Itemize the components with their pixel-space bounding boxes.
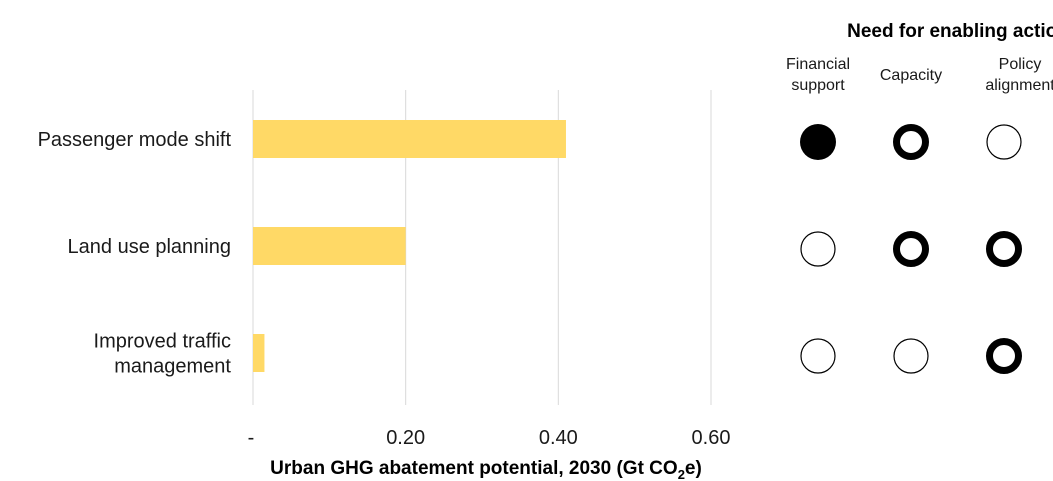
x-tick-labels: - 0.20 0.40 0.60 xyxy=(248,427,731,449)
indicator-r0-c1-thick_ring xyxy=(893,124,929,160)
bar-1 xyxy=(253,227,406,265)
enabling-panel-title: Need for enabling action xyxy=(847,21,1053,42)
column-header-2-1: alignment xyxy=(985,77,1053,94)
bar-2 xyxy=(253,334,265,372)
column-header-2-0: Policy xyxy=(999,56,1042,73)
x-tick-label-1: 0.20 xyxy=(386,427,425,449)
x-axis-title: Urban GHG abatement potential, 2030 (Gt … xyxy=(270,458,702,481)
indicator-r1-c2-thick_ring xyxy=(986,231,1022,267)
indicator-r1-c1-thick_ring xyxy=(893,231,929,267)
x-tick-label-0: - xyxy=(248,427,255,449)
indicator-r1-c0-thin_ring xyxy=(800,231,836,267)
category-label-2-1: management xyxy=(114,356,231,378)
x-axis-title-main: Urban GHG abatement potential, 2030 (Gt … xyxy=(270,458,678,479)
category-label-0-0: Passenger mode shift xyxy=(38,129,232,151)
category-label-1-0: Land use planning xyxy=(68,236,231,258)
x-axis-title-suffix: e) xyxy=(685,458,702,479)
column-header-0-0: Financial xyxy=(786,56,850,73)
x-tick-label-2: 0.40 xyxy=(539,427,578,449)
indicator-r0-c0-filled xyxy=(800,124,836,160)
indicator-r2-c2-thick_ring xyxy=(986,338,1022,374)
category-labels: Passenger mode shift Land use planning Imp… xyxy=(38,129,232,378)
column-header-0-1: support xyxy=(791,77,845,94)
category-label-2-0: Improved traffic xyxy=(94,331,231,353)
enabling-indicators xyxy=(800,124,1022,374)
bars xyxy=(253,120,566,372)
enabling-column-headers: Financial support Capacity Policy alignment xyxy=(786,56,1053,94)
indicator-r2-c1-thin_ring xyxy=(893,338,929,374)
x-tick-label-3: 0.60 xyxy=(692,427,731,449)
column-header-1-0: Capacity xyxy=(880,67,942,84)
indicator-r2-c0-thin_ring xyxy=(800,338,836,374)
indicator-r0-c2-thin_ring xyxy=(986,124,1022,160)
bar-0 xyxy=(253,120,566,158)
x-axis-title-subscript: 2 xyxy=(678,467,685,481)
